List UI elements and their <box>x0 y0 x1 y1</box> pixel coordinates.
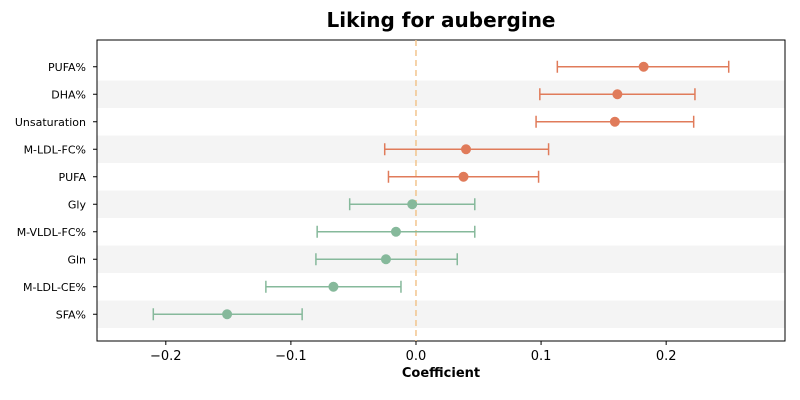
x-tick-label: 0.2 <box>656 349 677 364</box>
coefficient-point <box>380 254 391 265</box>
y-tick-label: M-LDL-CE% <box>23 281 86 294</box>
coefficient-point <box>458 171 469 182</box>
coefficient-point <box>328 281 339 292</box>
coefficient-point <box>638 61 649 72</box>
y-tick-label: M-VLDL-FC% <box>17 226 86 239</box>
y-tick-label: Gly <box>68 198 87 211</box>
y-tick-label: DHA% <box>51 88 86 101</box>
y-tick-label: PUFA <box>58 171 86 184</box>
chart-title: Liking for aubergine <box>326 8 556 32</box>
y-tick-label: Unsaturation <box>15 116 86 129</box>
coefficient-point <box>461 144 472 155</box>
y-tick-label: SFA% <box>56 308 86 321</box>
x-axis-label: Coefficient <box>401 366 481 381</box>
x-tick-label: −0.2 <box>150 349 182 364</box>
coefficient-point <box>222 309 233 320</box>
y-tick-label: M-LDL-FC% <box>24 143 86 156</box>
plot-frame <box>96 39 786 342</box>
x-tick-label: 0.1 <box>531 349 552 364</box>
coefficient-point <box>407 199 418 210</box>
y-tick-label: PUFA% <box>48 61 86 74</box>
coefficient-point <box>609 116 620 127</box>
x-tick-label: 0.0 <box>406 349 427 364</box>
coefficient-point <box>390 226 401 237</box>
y-tick-label: Gln <box>67 253 86 266</box>
coefficient-point <box>612 89 623 100</box>
x-tick-label: −0.1 <box>275 349 307 364</box>
